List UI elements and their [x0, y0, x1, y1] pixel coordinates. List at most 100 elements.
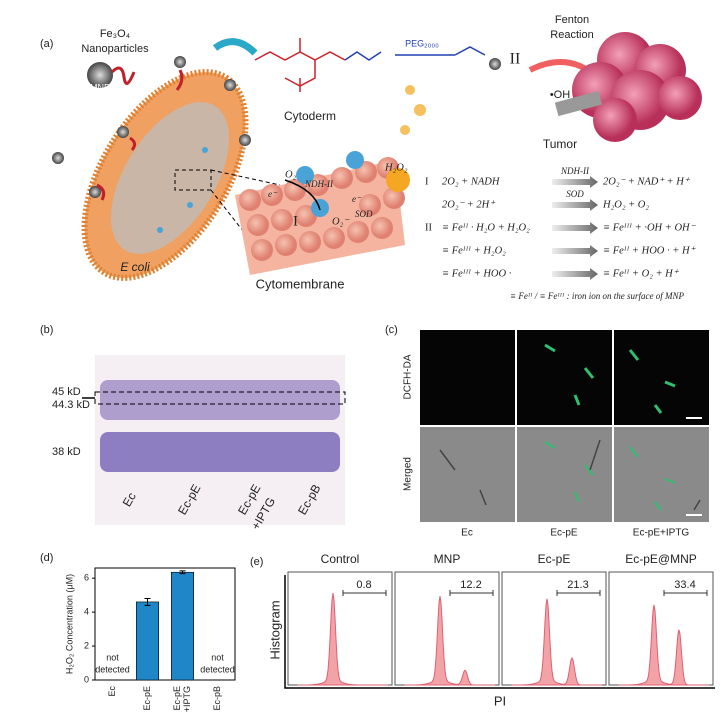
label: I	[293, 213, 298, 229]
arrow	[552, 176, 598, 188]
label: II	[510, 51, 521, 68]
arrow	[552, 245, 598, 257]
label: Cytoderm	[284, 109, 336, 123]
error-bar	[179, 570, 186, 575]
histogram-frame	[608, 571, 714, 686]
gate-value: 0.8	[356, 579, 371, 591]
equation-right: ≡ Feᴵᴵ + O₂ + H⁺	[603, 268, 680, 279]
x-tick-label: Ec-pB	[212, 686, 222, 711]
histograms: Control 0.8 MNP 12.2 Ec-pE 21.3 Ec-pE@MNP 33.4	[287, 552, 714, 686]
histogram-title: MNP	[434, 552, 461, 566]
label: Tumor	[543, 137, 577, 151]
label: •OH	[550, 89, 570, 101]
panel-label: (e)	[250, 556, 263, 568]
column-label: Ec	[461, 528, 473, 539]
histogram	[404, 596, 495, 686]
histogram-title: Ec-pE	[538, 552, 571, 566]
axis-label: Histogram	[267, 600, 282, 659]
label: Nanoparticles	[81, 43, 149, 55]
band-label: 45 kD	[52, 386, 81, 398]
arrow-label: NDH-II	[560, 166, 590, 176]
annotation: not	[211, 652, 224, 662]
micrograph-labels: DCFH-DA Merged Ec Ec-pE Ec-pE+IPTG	[403, 354, 690, 538]
gate	[449, 590, 494, 596]
axis-label: H₂O₂ Concentration (μM)	[64, 574, 74, 674]
panel-label: (d)	[40, 552, 53, 564]
row-label: DCFH-DA	[403, 354, 414, 399]
mnp	[489, 58, 501, 70]
gate-value: 21.3	[567, 579, 588, 591]
gate	[342, 590, 387, 596]
row-label: Merged	[403, 457, 414, 491]
histogram-frame	[501, 571, 607, 686]
annotation: not	[106, 652, 119, 662]
histogram	[618, 604, 709, 686]
arrow-label: SOD	[566, 189, 584, 199]
label: e⁻	[352, 194, 362, 204]
equation-right: H₂O₂ + O₂	[602, 199, 649, 210]
lane-label: Ec	[120, 490, 139, 509]
y-tick-label: 6	[84, 573, 89, 583]
equation-left: ≡ Feᴵᴵᴵ + H₂O₂	[442, 245, 506, 256]
equation-left: 2O₂ + NADH	[442, 176, 501, 187]
axis-label: PI	[494, 693, 506, 708]
arrow	[552, 222, 598, 234]
label: MNP	[90, 82, 110, 92]
equation-right: ≡ Feᴵᴵ + HOO · + H⁺	[603, 245, 697, 256]
label: E coli	[120, 260, 150, 274]
x-tick-label: Ec-pE	[172, 686, 182, 711]
arrow	[552, 199, 598, 211]
annotation: detected	[95, 664, 130, 674]
arrow	[212, 38, 258, 56]
x-tick-label: Ec	[107, 686, 117, 697]
equation-left: ≡ Feᴵᴵ · H₂O + H₂O₂	[442, 222, 530, 233]
histogram-title: Control	[321, 552, 360, 566]
tumor	[554, 32, 702, 142]
panel-label: (a)	[40, 38, 53, 50]
histogram	[297, 592, 388, 686]
label: e⁻	[268, 189, 278, 199]
equation-left: 2O₂⁻ + 2H⁺	[442, 199, 496, 210]
label: SOD	[355, 209, 373, 219]
gate-value: 12.2	[460, 579, 481, 591]
label: Fenton	[555, 14, 589, 26]
bar-chart: (d) H₂O₂ Concentration (μM) 0 2 4 6 Ec Ec-pE Ec-…	[40, 552, 236, 712]
y-tick-label: 4	[84, 606, 89, 616]
bar	[136, 601, 160, 681]
label: H₂O₂	[384, 162, 408, 173]
column-label: Ec-pE+IPTG	[633, 528, 690, 539]
band-label: 38 kD	[52, 446, 81, 458]
histogram-frame	[394, 571, 500, 686]
panel-label: (b)	[40, 324, 53, 336]
label: Cytomembrane	[256, 276, 345, 291]
label: O₂⁻	[332, 216, 350, 227]
y-tick-label: 2	[84, 640, 89, 650]
molecule	[254, 38, 486, 92]
histogram-title: Ec-pE@MNP	[625, 552, 697, 566]
equation-left: ≡ Feᴵᴵᴵ + HOO ·	[442, 268, 512, 279]
micrographs	[420, 330, 709, 522]
y-tick-label: 0	[84, 674, 89, 684]
panel-label: (c)	[385, 324, 398, 336]
equation-right: 2O₂⁻ + NAD⁺ + H⁺	[603, 176, 691, 187]
band-label: 44.3 kD	[52, 399, 90, 411]
histogram-frame	[287, 571, 393, 686]
gate-value: 33.4	[674, 579, 695, 591]
note: ≡ Feᴵᴵ / ≡ Feᴵᴵᴵ : iron ion on the surfa…	[510, 291, 685, 301]
bacterium	[52, 56, 281, 281]
bar	[171, 571, 195, 681]
error-bar	[144, 598, 151, 606]
x-tick-label: +IPTG	[182, 686, 192, 712]
gel	[82, 355, 346, 525]
arrow	[552, 268, 598, 280]
label: NDH-II	[304, 179, 334, 189]
histogram	[511, 598, 602, 686]
axis	[284, 575, 715, 689]
equations: I 2O₂ + NADH NDH-II 2O₂⁻ + NAD⁺ + H⁺ 2O₂⁻ + …	[425, 166, 697, 280]
label: PEG₂₀₀₀	[405, 38, 439, 48]
label: Fe₃O₄	[100, 28, 131, 40]
equation-tag: I	[425, 176, 429, 187]
membrane	[235, 85, 426, 275]
gate	[663, 590, 708, 596]
